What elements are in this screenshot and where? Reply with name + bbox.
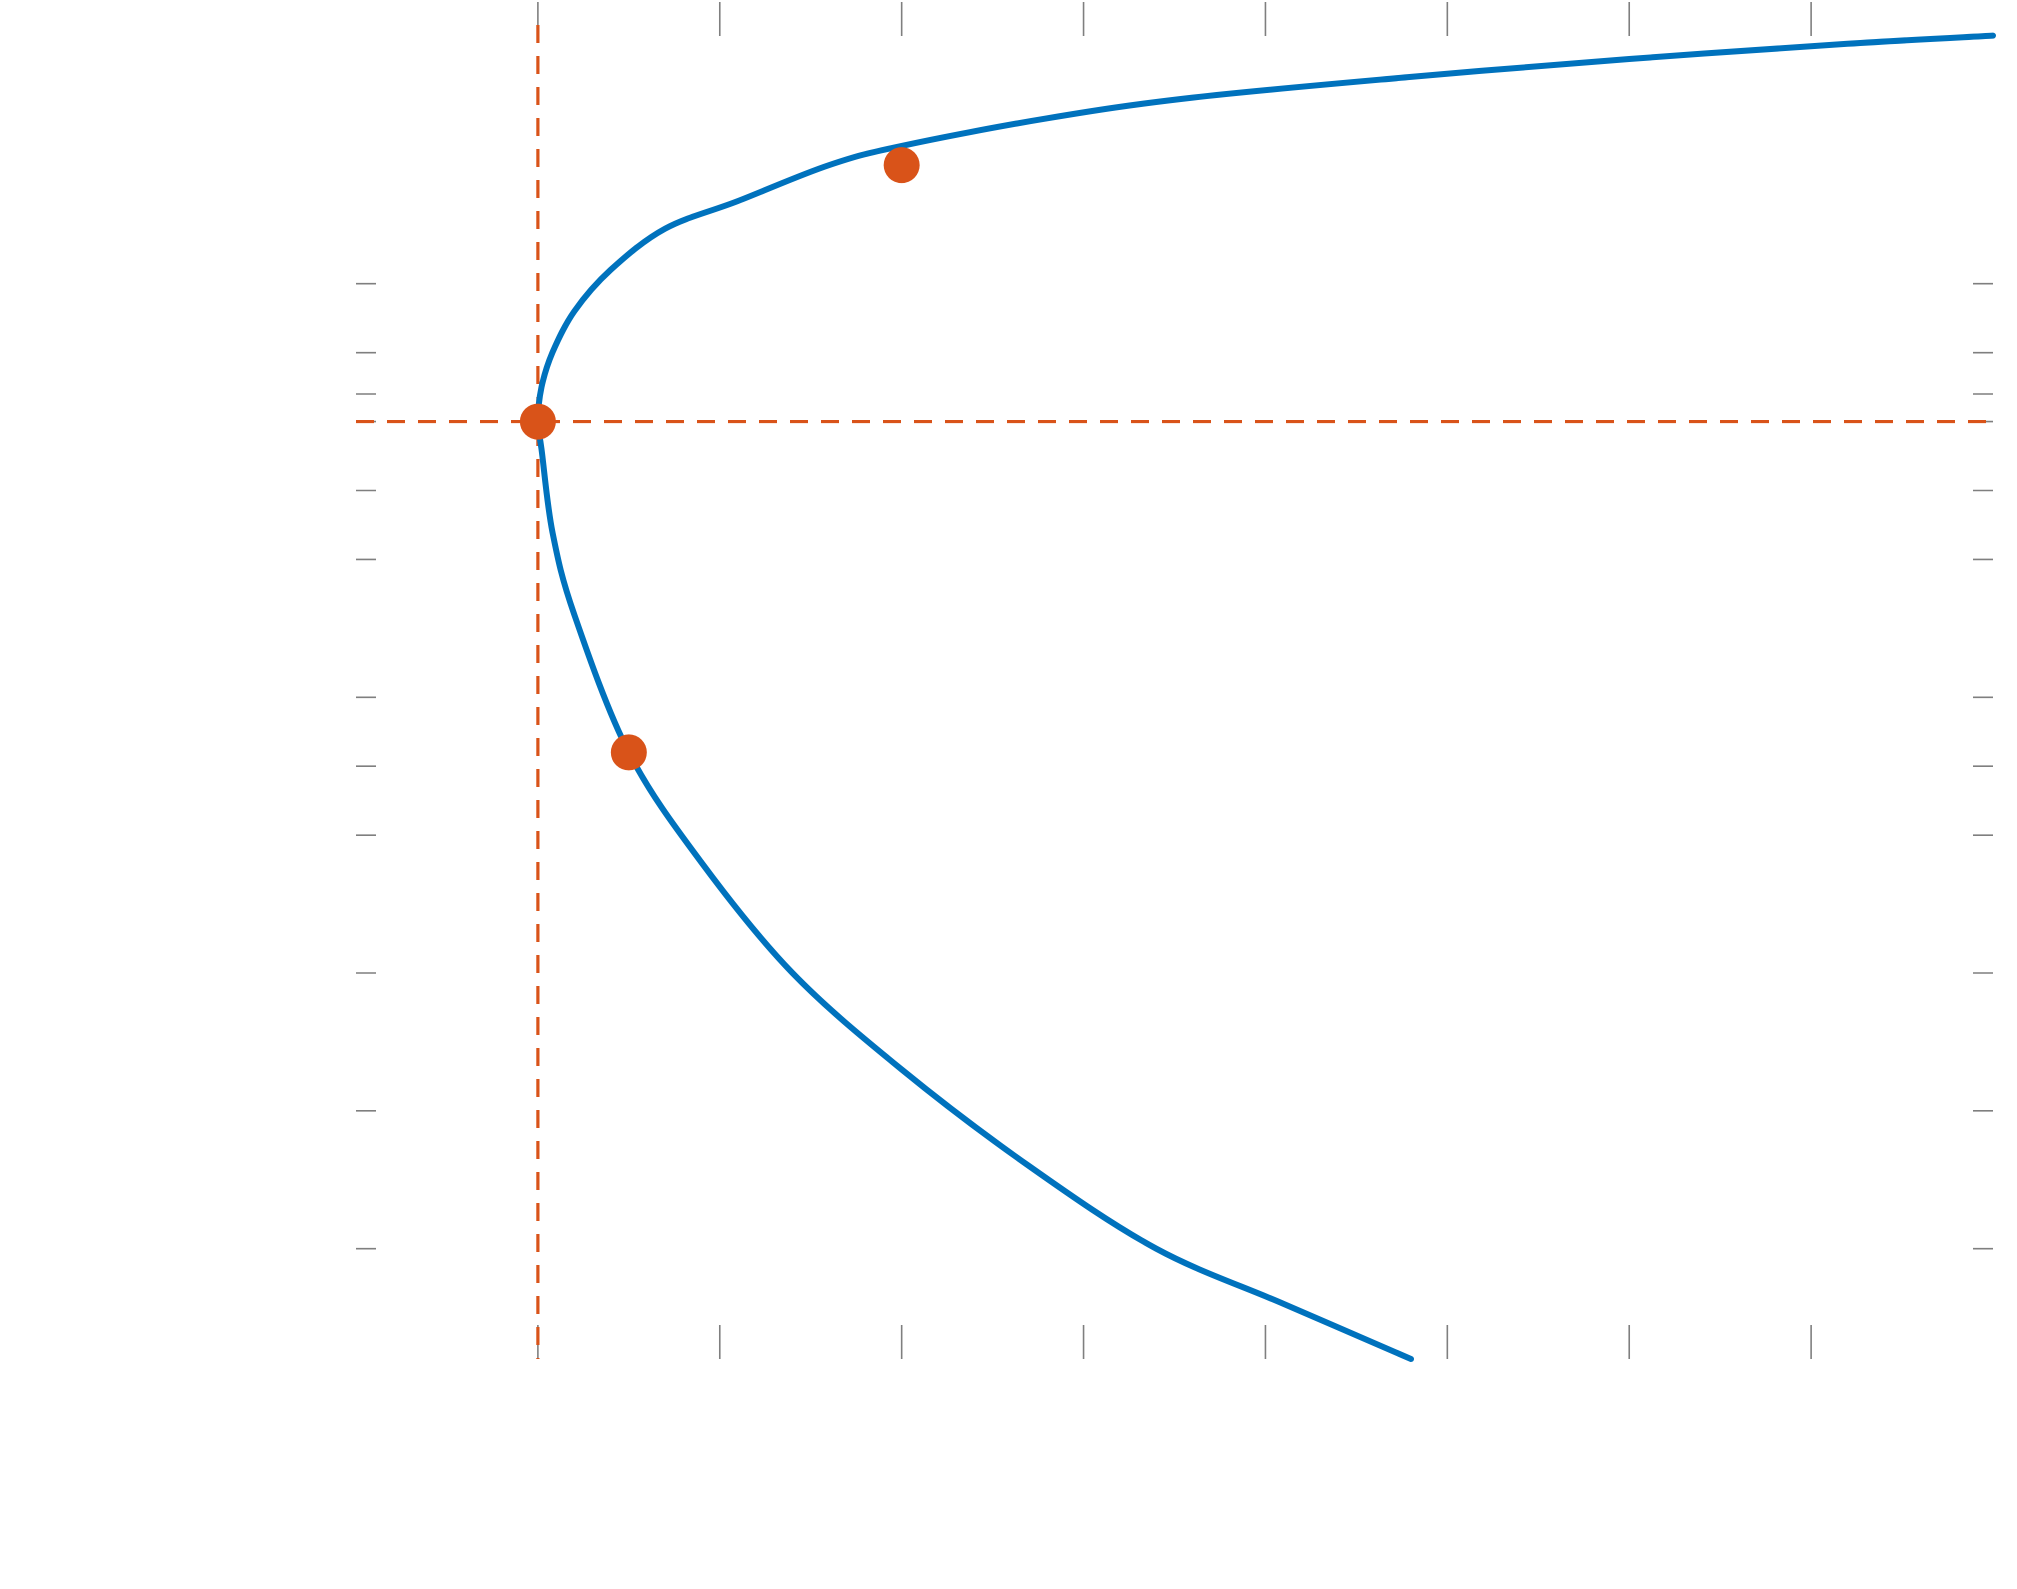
series-layer <box>534 32 1996 1362</box>
data-point-1 <box>883 147 920 184</box>
reference-lines <box>356 25 1993 1359</box>
series-line-0 <box>534 32 1996 1362</box>
markers-layer <box>519 147 920 771</box>
data-point-2 <box>610 734 647 771</box>
axis-ticks <box>356 2 1993 1359</box>
data-point-0 <box>519 403 556 440</box>
